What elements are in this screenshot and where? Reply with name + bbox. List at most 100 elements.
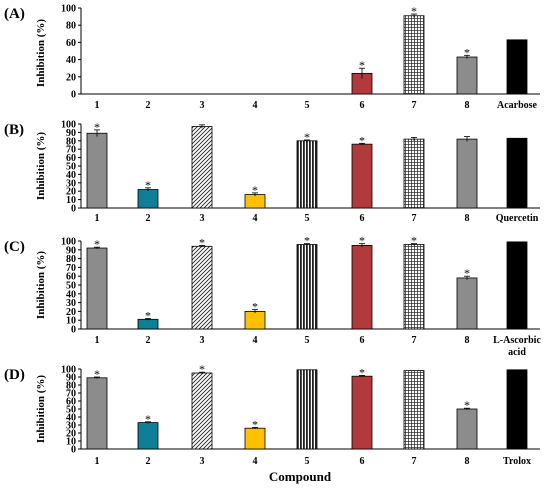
significance-star: * xyxy=(359,365,365,379)
x-tick-label: 7 xyxy=(412,213,417,224)
x-tick-label: 2 xyxy=(146,335,151,346)
bar-8 xyxy=(456,56,478,95)
bar-5 xyxy=(296,140,318,209)
x-tick-label: 3 xyxy=(200,456,205,467)
y-tick-label: 10 xyxy=(66,316,76,327)
bar-6 xyxy=(351,143,373,209)
x-tick-label: 3 xyxy=(200,213,205,224)
x-tick-label: 7 xyxy=(412,456,417,467)
y-axis-label: Inhibition (%) xyxy=(35,375,47,443)
significance-star: * xyxy=(145,178,151,192)
x-tick-label: 6 xyxy=(360,100,365,111)
x-tick-label: 4 xyxy=(253,456,258,467)
bar-8 xyxy=(456,408,478,450)
significance-star: * xyxy=(94,237,100,251)
y-tick-label: 70 xyxy=(66,389,76,400)
significance-star: * xyxy=(359,234,365,248)
y-tick-label: 70 xyxy=(66,263,76,274)
x-tick-label: 5 xyxy=(305,456,310,467)
bar-trolox xyxy=(506,369,528,450)
x-tick-label: 6 xyxy=(360,456,365,467)
x-tick-label: 1 xyxy=(95,100,100,111)
y-tick-label: 10 xyxy=(66,437,76,448)
significance-star: * xyxy=(411,234,417,248)
y-tick-label: 30 xyxy=(66,298,76,309)
x-tick-label: 1 xyxy=(95,335,100,346)
significance-star: * xyxy=(304,130,310,144)
chart-panel-1: (A) Inhibition (%) 0 20 40 60 80 100 1 2 3 4 5 * 6 * 7 * 8… xyxy=(4,4,540,111)
bar-4 xyxy=(244,310,266,330)
x-tick-label: 7 xyxy=(412,335,417,346)
y-tick-label: 100 xyxy=(61,120,76,131)
bar-3 xyxy=(191,126,213,209)
y-tick-label: 60 xyxy=(66,153,76,164)
bar-1 xyxy=(86,377,108,450)
y-axis-label: Inhibition (%) xyxy=(35,132,47,200)
y-tick-label: 40 xyxy=(66,170,76,181)
significance-star: * xyxy=(145,308,151,322)
y-tick-label: 20 xyxy=(66,429,76,440)
significance-star: * xyxy=(464,45,470,59)
y-tick-label: 40 xyxy=(66,413,76,424)
panel-label: (D) xyxy=(4,367,25,383)
x-tick-label: 3 xyxy=(200,100,205,111)
y-tick-label: 0 xyxy=(71,204,76,215)
y-tick-label: 20 xyxy=(66,187,76,198)
y-tick-label: 80 xyxy=(66,136,76,147)
x-tick-label: 8 xyxy=(465,335,470,346)
significance-star: * xyxy=(94,367,100,381)
significance-star: * xyxy=(94,120,100,134)
bar-8 xyxy=(456,277,478,330)
y-tick-label: 90 xyxy=(66,128,76,139)
y-tick-label: 70 xyxy=(66,145,76,156)
y-tick-label: 20 xyxy=(66,307,76,318)
significance-star: * xyxy=(252,417,258,431)
bar-3 xyxy=(191,245,213,330)
x-tick-label: 3 xyxy=(200,335,205,346)
bar-6 xyxy=(351,375,373,450)
y-tick-label: 100 xyxy=(61,365,76,376)
y-tick-label: 90 xyxy=(66,245,76,256)
x-tick-label: 8 xyxy=(465,456,470,467)
significance-star: * xyxy=(145,412,151,426)
significance-star: * xyxy=(199,362,205,376)
y-tick-label: 0 xyxy=(71,445,76,456)
bar-6 xyxy=(351,244,373,330)
x-tick-label: 1 xyxy=(95,213,100,224)
y-tick-label: 10 xyxy=(66,195,76,206)
x-axis-title: Compound xyxy=(269,469,332,484)
x-tick-label: 1 xyxy=(95,456,100,467)
significance-star: * xyxy=(304,234,310,248)
x-tick-label: 6 xyxy=(360,213,365,224)
y-tick-label: 80 xyxy=(66,21,76,32)
significance-star: * xyxy=(252,183,258,197)
y-tick-label: 20 xyxy=(66,72,76,83)
bar-2 xyxy=(137,189,159,209)
x-tick-label: 7 xyxy=(412,100,417,111)
y-tick-label: 60 xyxy=(66,38,76,49)
y-tick-label: 50 xyxy=(66,162,76,173)
bar-3 xyxy=(191,372,213,450)
significance-star: * xyxy=(252,300,258,314)
bar-l-ascorbic-acid xyxy=(506,241,528,330)
y-tick-label: 50 xyxy=(66,281,76,292)
x-tick-label: 5 xyxy=(305,335,310,346)
y-tick-label: 0 xyxy=(71,90,76,101)
panel-label: (C) xyxy=(4,239,25,255)
y-tick-label: 0 xyxy=(71,325,76,336)
y-tick-label: 80 xyxy=(66,254,76,265)
bar-5 xyxy=(296,244,318,330)
y-tick-label: 60 xyxy=(66,272,76,283)
bar-7 xyxy=(403,370,425,450)
x-tick-label: 5 xyxy=(305,213,310,224)
bar-2 xyxy=(137,422,159,450)
x-tick-label: L-Ascorbic acid xyxy=(493,335,541,358)
x-tick-label: 6 xyxy=(360,335,365,346)
significance-star: * xyxy=(199,235,205,249)
x-tick-label: Acarbose xyxy=(497,100,538,111)
y-tick-label: 40 xyxy=(66,55,76,66)
bar-acarbose xyxy=(506,39,528,95)
y-tick-label: 80 xyxy=(66,381,76,392)
